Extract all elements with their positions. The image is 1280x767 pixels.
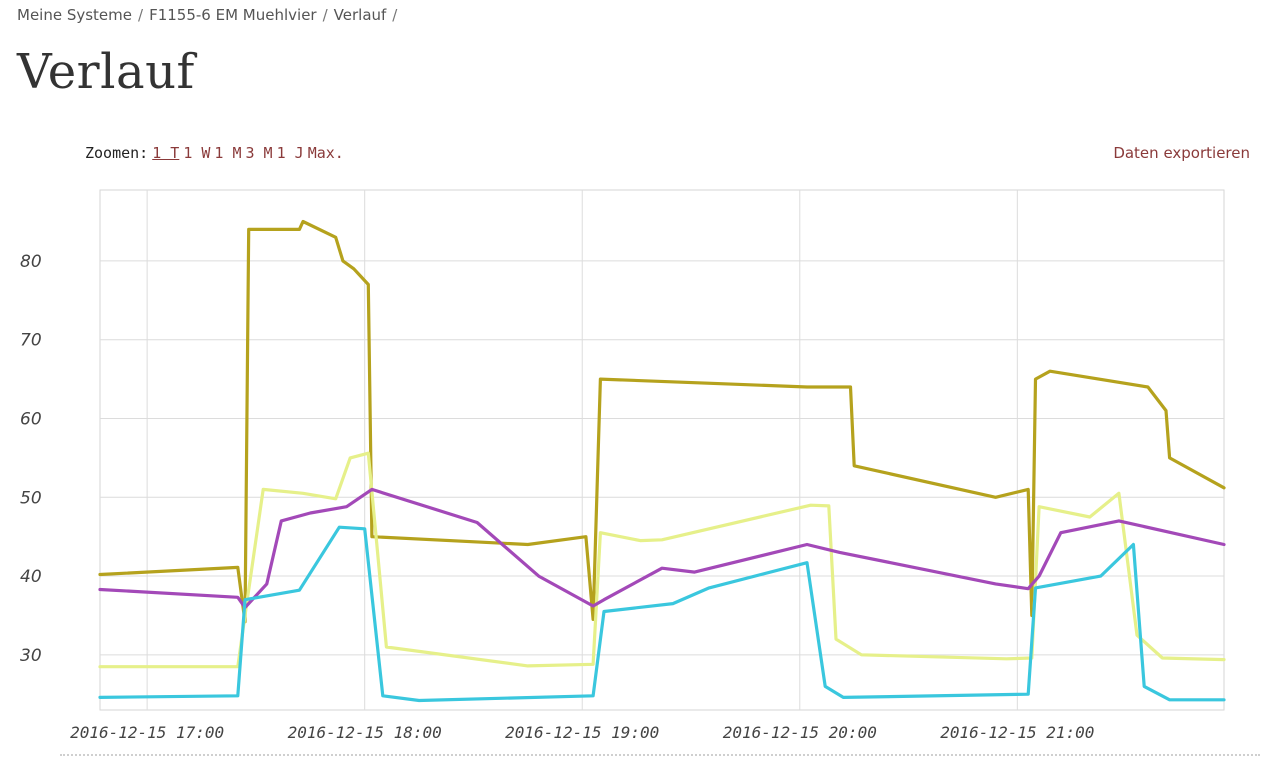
series-line-3 bbox=[98, 487, 1226, 610]
history-chart: 30 40 50 60 70 80 2016-12-15 17:00 2016-12-15 1… bbox=[20, 189, 1226, 742]
zoom-option-max[interactable]: Max. bbox=[307, 144, 344, 162]
breadcrumb-item-system[interactable]: F1155-6 EM Muehlvier bbox=[149, 6, 317, 24]
breadcrumb-separator: / bbox=[392, 6, 398, 24]
y-tick-label: 80 bbox=[20, 252, 42, 272]
zoom-label: Zoomen: bbox=[85, 144, 149, 162]
series-line-1 bbox=[98, 219, 1226, 624]
chart-footer-divider bbox=[60, 754, 1260, 756]
zoom-option-3-months[interactable]: 3 M bbox=[245, 144, 273, 162]
breadcrumb-separator: / bbox=[322, 6, 328, 24]
zoom-option-1-year[interactable]: 1 J bbox=[276, 144, 304, 162]
breadcrumb: Meine Systeme / F1155-6 EM Muehlvier / Verla… bbox=[17, 6, 403, 24]
y-tick-label: 40 bbox=[20, 567, 42, 587]
export-data-link[interactable]: Daten exportieren bbox=[1113, 144, 1250, 162]
x-tick-label: 2016-12-15 19:00 bbox=[505, 723, 659, 742]
zoom-option-1-week[interactable]: 1 W bbox=[183, 144, 211, 162]
x-tick-label: 2016-12-15 17:00 bbox=[70, 723, 224, 742]
y-tick-label: 50 bbox=[20, 488, 42, 508]
zoom-option-1-month[interactable]: 1 M bbox=[214, 144, 242, 162]
x-tick-label: 2016-12-15 18:00 bbox=[288, 723, 442, 742]
series-line-2 bbox=[98, 451, 1226, 669]
x-tick-label: 2016-12-15 20:00 bbox=[723, 723, 877, 742]
breadcrumb-item-history[interactable]: Verlauf bbox=[333, 6, 387, 24]
y-tick-label: 30 bbox=[20, 646, 42, 666]
y-tick-label: 70 bbox=[20, 331, 42, 351]
zoom-option-1-day[interactable]: 1 T bbox=[152, 144, 180, 162]
plot-area bbox=[99, 189, 1225, 711]
x-tick-label: 2016-12-15 21:00 bbox=[940, 723, 1094, 742]
y-tick-label: 60 bbox=[20, 409, 42, 429]
breadcrumb-separator: / bbox=[138, 6, 144, 24]
breadcrumb-item-systems[interactable]: Meine Systeme bbox=[17, 6, 133, 24]
page-title: Verlauf bbox=[17, 44, 195, 100]
series-line-4 bbox=[98, 525, 1226, 703]
